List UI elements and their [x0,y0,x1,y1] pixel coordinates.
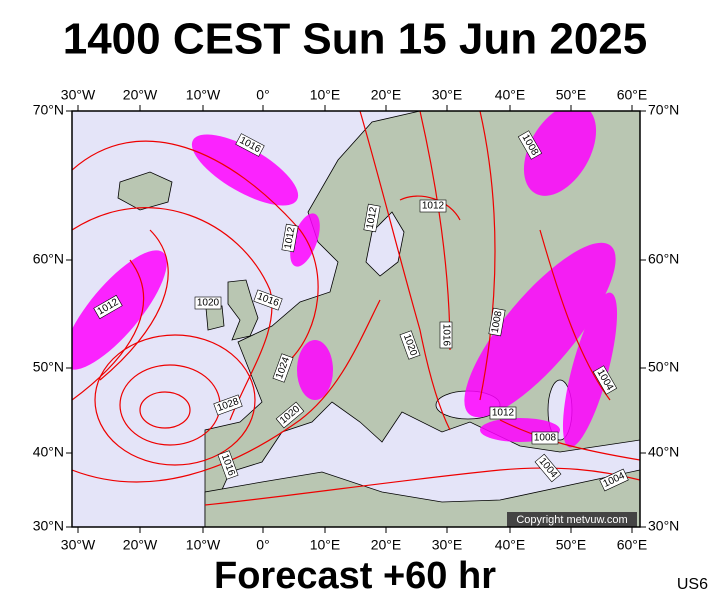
isobar-label: 1012 [489,406,517,420]
model-code: US6 [677,576,708,593]
top-label: 60°E [617,87,648,103]
bottom-label: 20°E [371,537,402,553]
left-label: 30°N [33,518,64,534]
isobar-label: 1008 [488,307,506,337]
isobar-label-box [253,289,283,311]
isobar-label-box [93,294,123,320]
title: 1400 CEST Sun 15 Jun 2025 [63,15,648,64]
bottom-label: 0° [256,537,269,553]
top-label: 50°E [556,87,587,103]
isobar-label: 1020 [194,296,222,310]
isobar-label-box [217,450,239,480]
isobar-label-box [488,307,506,337]
left-label: 40°N [33,444,64,460]
isobar-label-text: 1012 [365,206,380,230]
axes: 30°W 20°W 10°W 0° 10°E 20°E 30°E 40°E 50°E 60°E30… [33,87,680,553]
right-label: 40°N [648,444,679,460]
isobar-label-box [399,330,421,360]
bottom-label: 40°E [495,537,526,553]
top-label: 10°W [186,87,221,103]
isobar-label-box [213,394,243,416]
top-label: 20°W [123,87,158,103]
isobar-label: 1012 [363,203,381,233]
isobar-label: 1012 [281,223,299,253]
top-label: 40°E [495,87,526,103]
right-label: 50°N [648,359,679,375]
bottom-label: 60°E [617,537,648,553]
isobar-label-text: 1016 [440,324,451,347]
isobar-label-box [275,401,305,429]
isobar-label-box [194,296,222,310]
bottom-label: 20°W [123,537,158,553]
map-frame [71,110,641,528]
isobar-label-text: 1012 [422,201,445,212]
isobar-label: 1012 [419,199,447,213]
isobar-label-box [534,453,562,483]
bottom-label: 50°E [556,537,587,553]
isobar-label-box [489,406,517,420]
bottom-label: 30°E [432,537,463,553]
top-label: 30°W [61,87,96,103]
isobar-label-text: 1012 [283,226,298,250]
isobar-label-text: 1012 [492,408,515,419]
left-label: 50°N [33,359,64,375]
right-label: 30°N [648,518,679,534]
isobar-label-box [599,468,629,492]
copyright-box [507,512,637,527]
isobar-label-box [281,223,299,253]
isobar-label-text: 1008 [490,310,505,334]
top-label: 0° [256,87,269,103]
isobar-label-box [531,431,559,445]
left-label: 70°N [33,102,64,118]
isobar-label-box [517,130,543,160]
isobar-label: 1008 [531,431,559,445]
isobar-label-text: 1020 [197,298,220,309]
isobar-label-box [592,365,618,395]
bottom-label: 10°W [186,537,221,553]
isobar-label-text: 1008 [534,433,557,444]
top-label: 20°E [371,87,402,103]
copyright: Copyright metvuw.com [516,514,627,526]
top-label: 30°E [432,87,463,103]
isobar-label-box [419,199,447,213]
precipitation [72,111,618,448]
right-label: 60°N [648,251,679,267]
isobar-label-box [272,353,294,383]
right-label: 70°N [648,102,679,118]
isobars [72,111,640,506]
bottom-label: 10°E [310,537,341,553]
isobar-label: 1016 [439,321,453,349]
isobar-label-box [439,321,453,349]
isobar-label-box [235,133,265,157]
forecast-label: Forecast +60 hr [214,555,496,597]
top-label: 10°E [310,87,341,103]
bottom-label: 30°W [61,537,96,553]
isobar-label-box [363,203,381,233]
left-label: 60°N [33,251,64,267]
